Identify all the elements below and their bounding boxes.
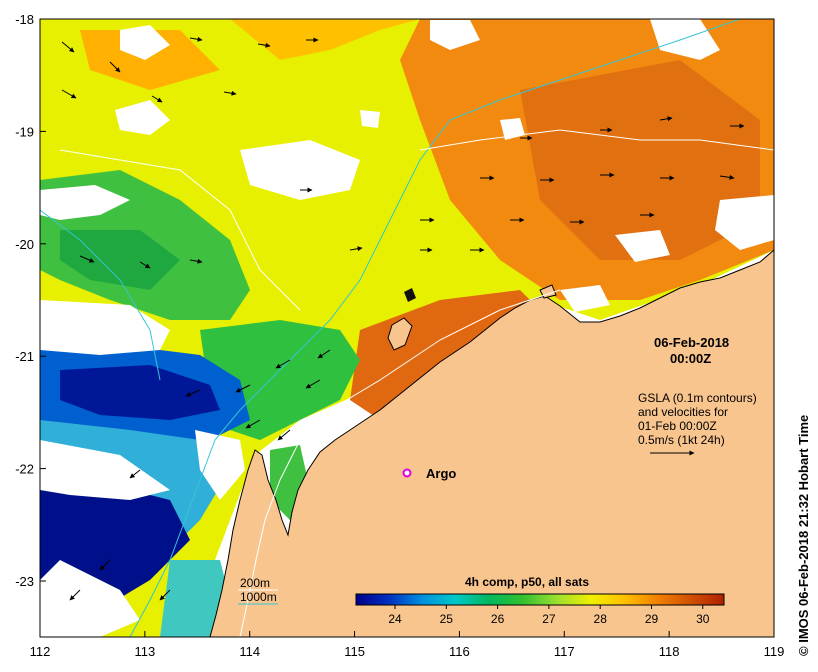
map-border [39, 18, 775, 638]
isobath-legend: 200m 1000m [238, 576, 278, 605]
lon-tick-label: 117 [554, 644, 575, 659]
lat-tick-label: -21 [15, 349, 34, 364]
colorbar-tick-label: 29 [645, 612, 659, 626]
lat-tick-label: -19 [15, 124, 34, 139]
imos-credit: © IMOS 06-Feb-2018 21:32 Hobart Time [796, 415, 811, 656]
colorbar: 4h comp, p50, all sats 24 25 26 27 28 29 30 [355, 575, 725, 626]
copyright-symbol: © [796, 646, 811, 656]
colorbar-ticks: 24 25 26 27 28 29 30 [388, 605, 710, 626]
map-plot-area: Argo 06-Feb-2018 00:00Z GSLA (0.1m conto… [40, 19, 774, 637]
colorbar-tick-label: 25 [440, 612, 454, 626]
lat-tick-label: -18 [15, 12, 34, 27]
argo-label: Argo [426, 466, 456, 481]
lon-tick-label: 116 [449, 644, 470, 659]
colorbar-tick-label: 24 [388, 612, 402, 626]
lon-tick-label: 112 [30, 644, 51, 659]
lon-tick-label: 114 [239, 644, 260, 659]
barrow-island [387, 317, 413, 351]
legend-line-3: 01-Feb 00:00Z [638, 419, 717, 433]
cloud-gaps [40, 19, 774, 637]
lat-tick-label: -20 [15, 237, 34, 252]
colorbar-tick-label: 30 [696, 612, 710, 626]
gsla-legend: GSLA (0.1m contours) and velocities for … [638, 391, 757, 456]
colorbar-tick-label: 27 [542, 612, 556, 626]
isobath-1000m [40, 19, 741, 637]
credit-text: IMOS 06-Feb-2018 21:32 Hobart Time [796, 414, 811, 643]
lon-tick-label: 119 [764, 644, 785, 659]
isobath-label-1000m: 1000m [240, 590, 277, 604]
legend-line-1: GSLA (0.1m contours) [638, 391, 757, 405]
colorbar-gradient [355, 593, 725, 606]
longitude-axis: 112 113 114 115 116 117 118 119 [30, 631, 785, 659]
velocity-arrows [61, 36, 745, 601]
map-time: 00:00Z [670, 351, 711, 366]
colorbar-tick-label: 28 [594, 612, 608, 626]
latitude-axis: -18 -19 -20 -21 -22 -23 [15, 12, 46, 589]
legend-line-2: and velocities for [638, 405, 728, 419]
map-date: 06-Feb-2018 [654, 335, 729, 350]
lat-tick-label: -22 [15, 462, 34, 477]
land-mass [209, 249, 774, 637]
island [404, 288, 416, 302]
lon-tick-label: 113 [134, 644, 155, 659]
isobath-label-200m: 200m [240, 576, 270, 590]
argo-float-marker[interactable] [402, 468, 412, 478]
lon-tick-label: 118 [659, 644, 680, 659]
colorbar-tick-label: 26 [491, 612, 505, 626]
lat-tick-label: -23 [15, 574, 34, 589]
lon-tick-label: 115 [344, 644, 365, 659]
legend-line-4: 0.5m/s (1kt 24h) [638, 433, 725, 447]
isobath-200m [59, 129, 774, 637]
colorbar-title: 4h comp, p50, all sats [465, 575, 589, 589]
